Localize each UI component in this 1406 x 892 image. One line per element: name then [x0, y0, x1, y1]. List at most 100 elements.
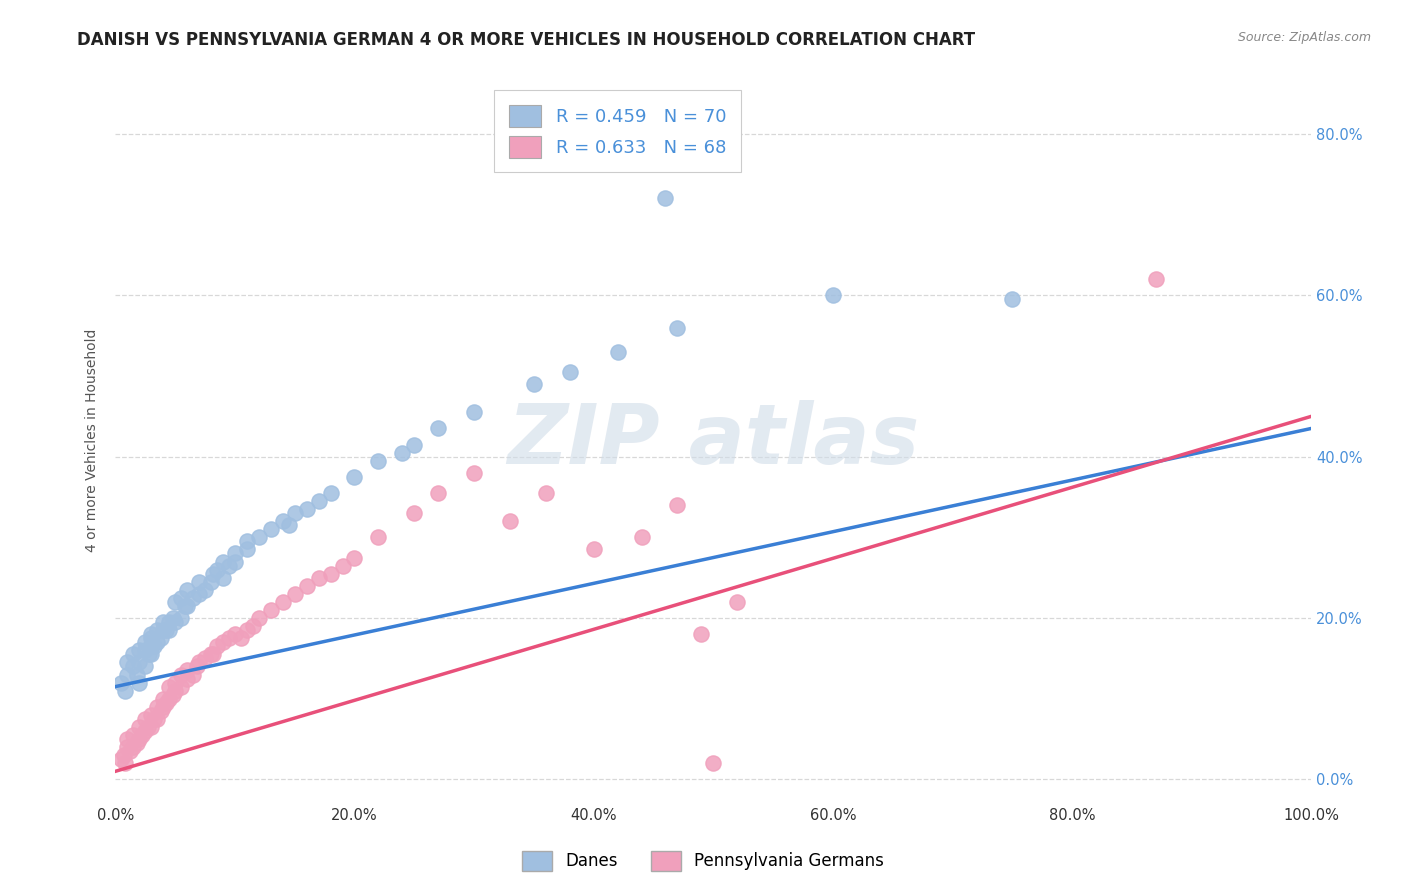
Text: ZIP atlas: ZIP atlas	[508, 400, 920, 481]
Point	[176, 582, 198, 597]
Point	[212, 571, 235, 585]
Point	[141, 720, 163, 734]
Point	[202, 648, 225, 662]
Point	[319, 486, 342, 500]
Point	[367, 530, 389, 544]
Point	[134, 643, 156, 657]
Point	[118, 744, 141, 758]
Point	[194, 651, 217, 665]
Point	[666, 320, 689, 334]
Point	[155, 623, 177, 637]
Y-axis label: 4 or more Vehicles in Household: 4 or more Vehicles in Household	[86, 329, 100, 552]
Point	[181, 667, 204, 681]
Point	[141, 640, 163, 654]
Point	[558, 365, 581, 379]
Point	[391, 445, 413, 459]
Point	[308, 494, 330, 508]
Point	[343, 550, 366, 565]
Point	[188, 587, 211, 601]
Point	[141, 648, 163, 662]
Point	[236, 542, 259, 557]
Point	[149, 704, 172, 718]
Point	[229, 631, 252, 645]
Point	[499, 514, 522, 528]
Point	[367, 453, 389, 467]
Point	[157, 615, 180, 629]
Point	[194, 582, 217, 597]
Point	[110, 752, 132, 766]
Point	[128, 675, 150, 690]
Point	[115, 656, 138, 670]
Point	[343, 470, 366, 484]
Point	[165, 683, 187, 698]
Point	[122, 728, 145, 742]
Point	[181, 591, 204, 605]
Point	[295, 502, 318, 516]
Point	[115, 667, 138, 681]
Point	[162, 688, 184, 702]
Point	[173, 599, 195, 613]
Point	[236, 534, 259, 549]
Point	[114, 756, 136, 771]
Point	[606, 344, 628, 359]
Point	[1001, 293, 1024, 307]
Point	[260, 522, 283, 536]
Point	[134, 712, 156, 726]
Point	[125, 667, 148, 681]
Point	[1144, 272, 1167, 286]
Point	[242, 619, 264, 633]
Point	[134, 659, 156, 673]
Point	[128, 643, 150, 657]
Point	[176, 664, 198, 678]
Point	[170, 611, 193, 625]
Point	[427, 421, 450, 435]
Point	[463, 466, 485, 480]
Point	[218, 631, 240, 645]
Point	[152, 615, 174, 629]
Point	[202, 566, 225, 581]
Point	[152, 691, 174, 706]
Point	[134, 724, 156, 739]
Point	[205, 563, 228, 577]
Point	[141, 631, 163, 645]
Point	[122, 740, 145, 755]
Point	[404, 506, 426, 520]
Point	[277, 518, 299, 533]
Point	[188, 574, 211, 589]
Point	[170, 680, 193, 694]
Point	[271, 595, 294, 609]
Point	[141, 627, 163, 641]
Point	[162, 611, 184, 625]
Point	[247, 530, 270, 544]
Point	[176, 672, 198, 686]
Point	[319, 566, 342, 581]
Point	[427, 486, 450, 500]
Point	[284, 587, 307, 601]
Point	[295, 579, 318, 593]
Point	[205, 640, 228, 654]
Point	[170, 591, 193, 605]
Point	[236, 623, 259, 637]
Point	[821, 288, 844, 302]
Point	[128, 656, 150, 670]
Point	[110, 675, 132, 690]
Point	[224, 627, 246, 641]
Point	[165, 595, 187, 609]
Point	[157, 680, 180, 694]
Point	[112, 748, 135, 763]
Point	[114, 683, 136, 698]
Point	[224, 547, 246, 561]
Point	[136, 720, 159, 734]
Point	[149, 631, 172, 645]
Point	[654, 191, 676, 205]
Point	[152, 699, 174, 714]
Point	[308, 571, 330, 585]
Legend: R = 0.459   N = 70, R = 0.633   N = 68: R = 0.459 N = 70, R = 0.633 N = 68	[495, 90, 741, 172]
Point	[582, 542, 605, 557]
Point	[152, 623, 174, 637]
Point	[725, 595, 748, 609]
Point	[122, 648, 145, 662]
Point	[157, 623, 180, 637]
Point	[332, 558, 354, 573]
Point	[212, 635, 235, 649]
